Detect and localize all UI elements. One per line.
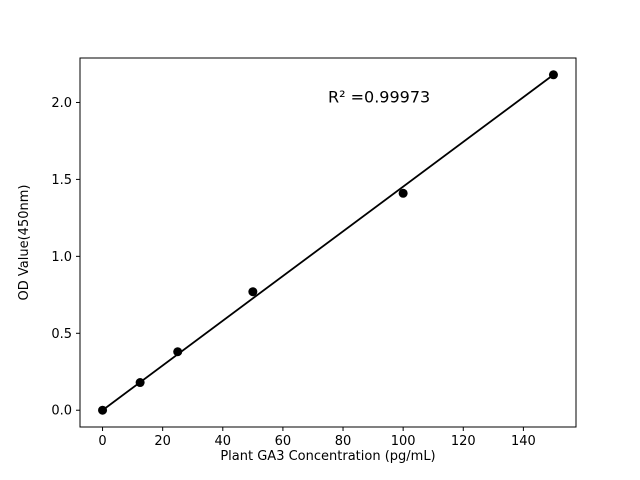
- x-tick-label: 100: [391, 434, 416, 449]
- x-axis-label: Plant GA3 Concentration (pg/mL): [220, 449, 435, 464]
- x-tick-label: 80: [335, 434, 352, 449]
- r-squared-annotation: R² =0.99973: [328, 87, 430, 106]
- x-tick-label: 120: [451, 434, 476, 449]
- y-tick-label: 1.0: [51, 250, 72, 265]
- data-point: [98, 405, 108, 415]
- y-tick-label: 0.0: [51, 404, 72, 419]
- plot-frame: [79, 57, 577, 428]
- x-tick-label: 40: [215, 434, 232, 449]
- y-axis-label: OD Value(450nm): [17, 185, 32, 301]
- data-point: [173, 347, 183, 357]
- x-tick-label: 140: [511, 434, 536, 449]
- data-point: [135, 378, 145, 388]
- x-tick-label: 0: [98, 434, 106, 449]
- x-tick-label: 20: [154, 434, 171, 449]
- x-tick-label: 60: [275, 434, 292, 449]
- data-point: [398, 188, 408, 198]
- y-tick-label: 1.5: [51, 173, 72, 188]
- y-tick-label: 0.5: [51, 327, 72, 342]
- data-point: [248, 287, 258, 297]
- data-point: [548, 70, 558, 80]
- y-tick-label: 2.0: [51, 96, 72, 111]
